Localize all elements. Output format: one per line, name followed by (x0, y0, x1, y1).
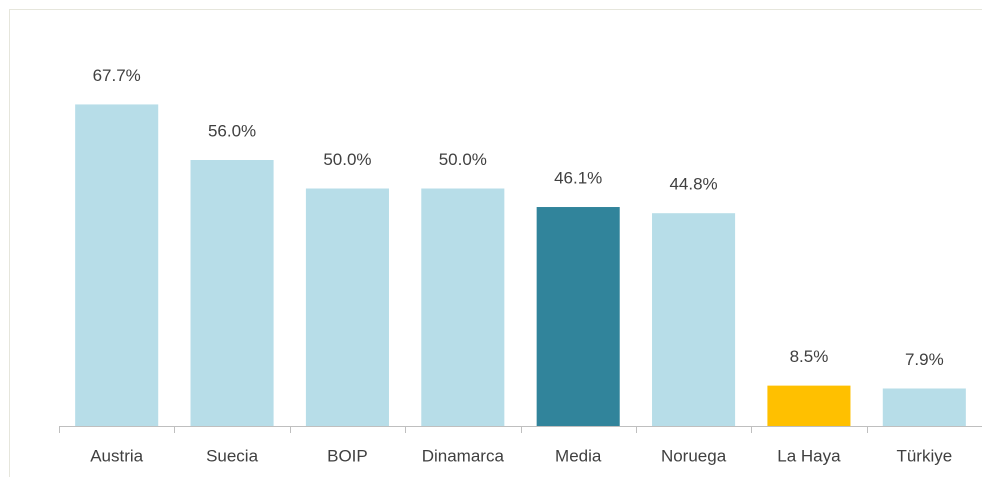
x-tick-label: La Haya (777, 446, 841, 465)
value-label: 50.0% (323, 150, 371, 169)
value-label: 56.0% (208, 121, 256, 140)
value-label: 7.9% (905, 350, 944, 369)
bar (882, 388, 966, 426)
bar (767, 385, 851, 426)
value-label: 46.1% (554, 169, 602, 188)
x-tick-label: BOIP (327, 446, 368, 465)
x-tick-label: Media (555, 446, 602, 465)
bar (536, 207, 620, 426)
value-label: 8.5% (790, 347, 829, 366)
bar (421, 188, 505, 426)
x-tick-label: Austria (90, 446, 143, 465)
x-tick-label: Suecia (206, 446, 259, 465)
bar (305, 188, 389, 426)
x-tick-label: Türkiye (896, 446, 952, 465)
chart-frame (9, 9, 982, 477)
bar (75, 104, 159, 427)
x-tick-label: Dinamarca (422, 446, 505, 465)
x-tick-label: Noruega (661, 446, 727, 465)
bar (652, 213, 736, 426)
value-label: 67.7% (93, 66, 141, 85)
bar (190, 160, 274, 426)
value-label: 44.8% (669, 175, 717, 194)
value-label: 50.0% (439, 150, 487, 169)
